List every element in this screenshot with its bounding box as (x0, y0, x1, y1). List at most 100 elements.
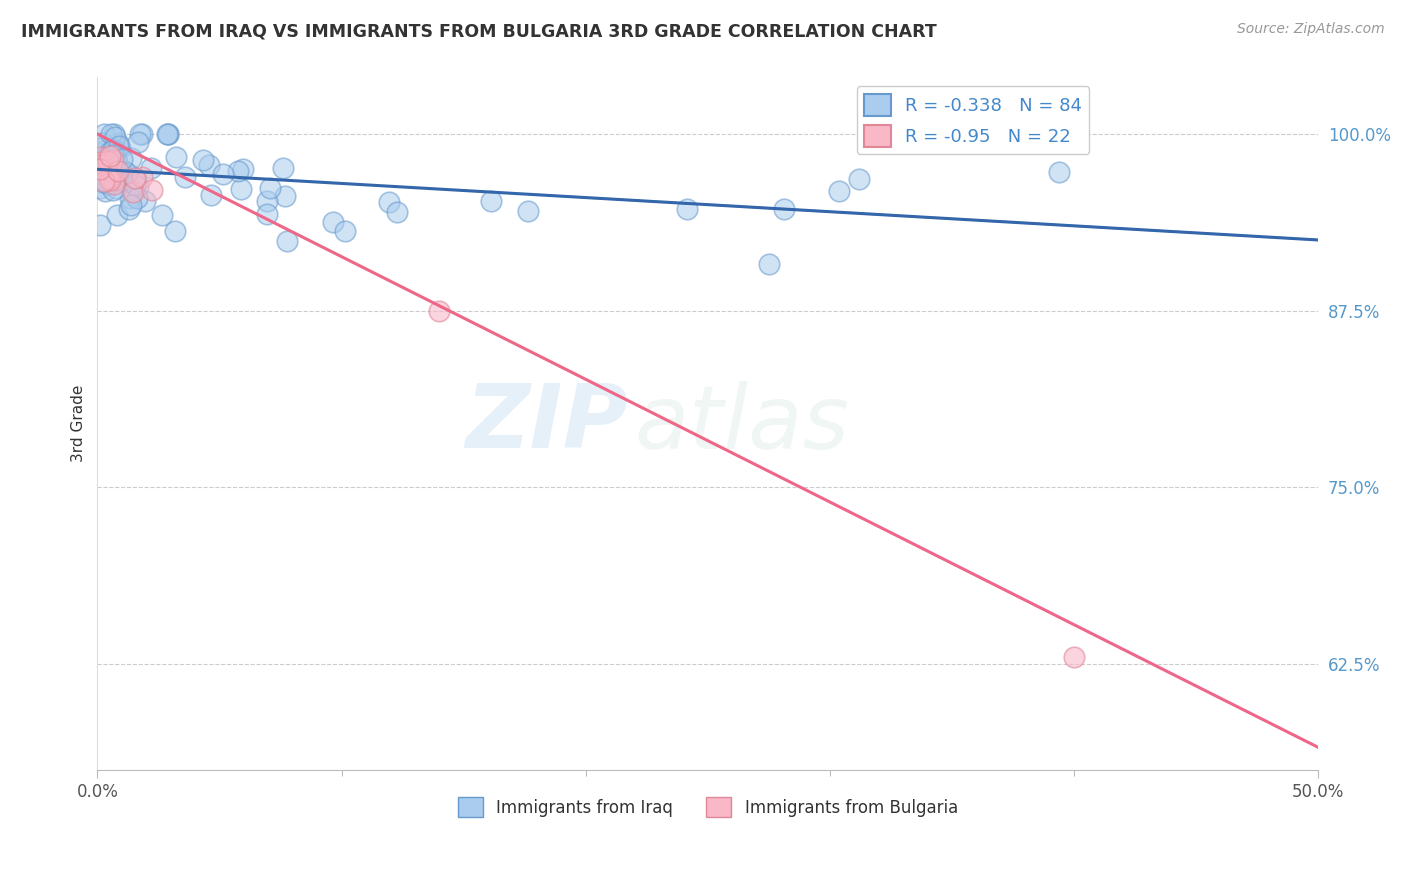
Point (120, 151, 142, 165)
Point (229, 182, 252, 196)
Point (93, 127, 115, 141)
Point (89, 218, 111, 232)
Point (108, 139, 131, 153)
Point (111, 172, 134, 186)
Point (125, 191, 148, 205)
Text: ZIP: ZIP (465, 380, 628, 467)
Point (103, 159, 125, 173)
Point (104, 162, 127, 177)
Point (118, 202, 141, 217)
Y-axis label: 3rd Grade: 3rd Grade (72, 385, 86, 462)
Point (100, 169, 122, 184)
Point (335, 224, 357, 238)
Point (104, 152, 127, 166)
Point (100, 148, 122, 162)
Point (98, 148, 121, 162)
Point (90, 155, 112, 169)
Point (91, 175, 114, 189)
Point (228, 164, 250, 178)
Point (89, 150, 111, 164)
Point (141, 182, 163, 196)
Point (516, 203, 538, 218)
Point (758, 257, 780, 271)
Point (97, 171, 120, 186)
Point (93, 174, 115, 188)
Text: atlas: atlas (634, 381, 849, 467)
Point (131, 127, 153, 141)
Point (96, 172, 118, 186)
Point (127, 135, 149, 149)
Point (479, 194, 502, 208)
Point (115, 166, 138, 180)
Point (274, 189, 297, 203)
Point (259, 181, 281, 195)
Point (191, 153, 214, 167)
Point (103, 173, 125, 187)
Point (174, 169, 197, 184)
Point (150, 208, 173, 222)
Text: Source: ZipAtlas.com: Source: ZipAtlas.com (1237, 22, 1385, 37)
Point (105, 181, 128, 195)
Point (96, 143, 118, 157)
Point (124, 170, 146, 185)
Point (271, 161, 294, 176)
Point (127, 179, 149, 194)
Point (101, 148, 124, 162)
Point (94, 184, 117, 198)
Point (427, 303, 450, 318)
Point (100, 157, 122, 171)
Point (100, 127, 122, 141)
Point (675, 202, 697, 217)
Point (387, 205, 409, 219)
Point (118, 191, 141, 205)
Point (848, 172, 870, 186)
Point (139, 161, 162, 175)
Point (256, 194, 278, 209)
Point (378, 195, 401, 210)
Point (124, 171, 146, 186)
Point (98, 145, 121, 160)
Point (107, 164, 129, 178)
Point (129, 127, 152, 141)
Point (89, 141, 111, 155)
Point (120, 198, 142, 212)
Point (232, 161, 254, 176)
Point (108, 174, 131, 188)
Point (156, 127, 179, 141)
Point (156, 127, 179, 141)
Point (104, 143, 127, 157)
Point (93, 151, 115, 165)
Legend: Immigrants from Iraq, Immigrants from Bulgaria: Immigrants from Iraq, Immigrants from Bu… (451, 790, 965, 824)
Point (97, 154, 120, 169)
Point (200, 188, 222, 202)
Point (107, 169, 129, 184)
Point (89, 159, 111, 173)
Point (89, 162, 111, 177)
Point (131, 169, 153, 184)
Point (89, 181, 111, 195)
Point (101, 153, 124, 168)
Point (89, 158, 111, 172)
Point (212, 167, 235, 181)
Point (105, 208, 128, 222)
Point (108, 141, 131, 155)
Point (772, 202, 794, 216)
Point (103, 177, 125, 191)
Point (156, 127, 179, 141)
Point (163, 224, 186, 238)
Point (134, 194, 156, 208)
Point (1047, 164, 1070, 178)
Point (111, 153, 134, 167)
Point (101, 183, 124, 197)
Point (112, 164, 135, 178)
Point (103, 144, 125, 158)
Point (100, 173, 122, 187)
Point (1063, 649, 1085, 664)
Point (96, 153, 118, 168)
Point (322, 214, 344, 228)
Point (100, 164, 122, 178)
Point (124, 178, 146, 192)
Point (110, 165, 132, 179)
Point (104, 130, 127, 145)
Point (198, 158, 221, 172)
